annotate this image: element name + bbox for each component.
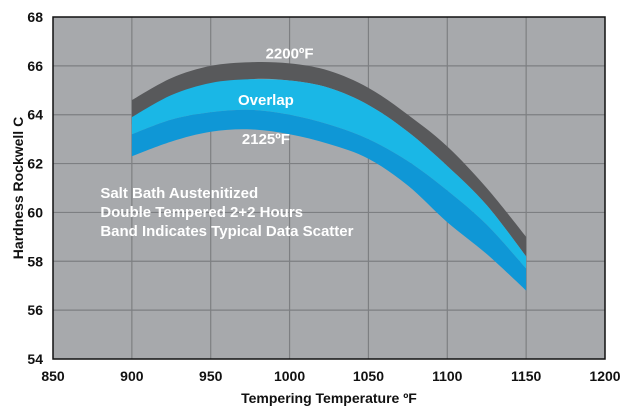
x-axis-ticks: 850 900 950 1000 1050 1100 1150 1200	[41, 368, 620, 384]
y-tick-label: 62	[27, 156, 43, 172]
x-tick-label: 1050	[353, 368, 384, 384]
y-axis-ticks: 54 56 58 60 62 64 66 68	[27, 9, 43, 367]
chart-annotations: Salt Bath Austenitized Double Tempered 2+…	[100, 185, 353, 240]
y-tick-label: 58	[27, 253, 43, 269]
x-tick-label: 900	[120, 368, 144, 384]
band-label: 2125ºF	[242, 131, 290, 148]
band-label: Overlap	[238, 92, 294, 109]
x-tick-label: 950	[199, 368, 223, 384]
y-tick-label: 56	[27, 302, 43, 318]
y-tick-label: 64	[27, 107, 43, 123]
x-tick-label: 1000	[274, 368, 305, 384]
plot-frame	[52, 16, 606, 360]
x-tick-label: 850	[41, 368, 65, 384]
annotation-line: Double Tempered 2+2 Hours	[100, 204, 303, 221]
band-label: 2200ºF	[266, 46, 314, 63]
x-tick-label: 1150	[511, 368, 542, 384]
y-tick-label: 66	[27, 58, 43, 74]
y-axis-title: Hardness Rockwell C	[10, 117, 26, 259]
band-overlap	[131, 79, 527, 269]
y-tick-label: 54	[27, 351, 43, 367]
x-tick-label: 1100	[432, 368, 463, 384]
data-bands	[131, 62, 527, 291]
band-2200f	[131, 62, 527, 257]
band-2125f	[131, 109, 527, 291]
y-tick-label: 68	[27, 9, 43, 25]
x-axis-title: Tempering Temperature ºF	[241, 390, 417, 406]
annotation-line: Salt Bath Austenitized	[100, 185, 258, 202]
y-tick-label: 60	[27, 204, 43, 220]
annotation-line: Band Indicates Typical Data Scatter	[100, 223, 353, 240]
x-tick-label: 1200	[589, 368, 620, 384]
band-labels: 2200ºF Overlap 2125ºF	[238, 46, 314, 148]
